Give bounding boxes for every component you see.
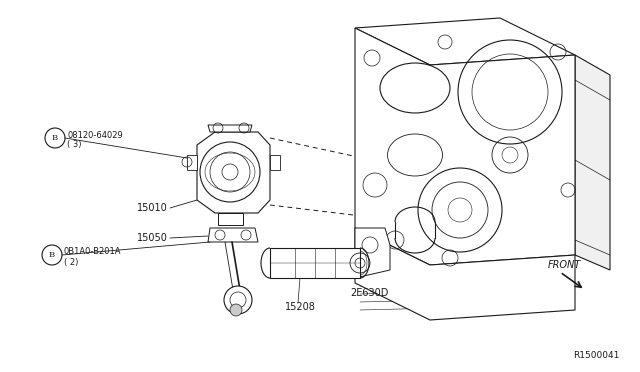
Text: ( 3): ( 3) [67,141,81,150]
Polygon shape [355,228,575,320]
Polygon shape [575,55,610,270]
Text: 0B1A0-B201A: 0B1A0-B201A [64,247,122,257]
Text: B: B [52,134,58,142]
Text: B: B [49,251,55,259]
Circle shape [224,286,252,314]
Polygon shape [187,155,197,170]
Text: FRONT: FRONT [548,260,581,270]
Circle shape [230,304,242,316]
Polygon shape [218,213,243,225]
Text: 08120-64029: 08120-64029 [67,131,123,140]
Polygon shape [270,155,280,170]
Text: 2E630D: 2E630D [350,288,388,298]
Text: 15050: 15050 [137,233,168,243]
Text: R1500041: R1500041 [573,351,620,360]
Polygon shape [208,228,258,242]
Polygon shape [355,18,575,65]
Polygon shape [197,132,270,213]
Polygon shape [208,125,252,132]
Text: 15208: 15208 [285,302,316,312]
Polygon shape [355,228,390,278]
Polygon shape [270,248,360,278]
Text: 15010: 15010 [137,203,168,213]
Polygon shape [355,28,575,265]
Text: ( 2): ( 2) [64,257,78,266]
